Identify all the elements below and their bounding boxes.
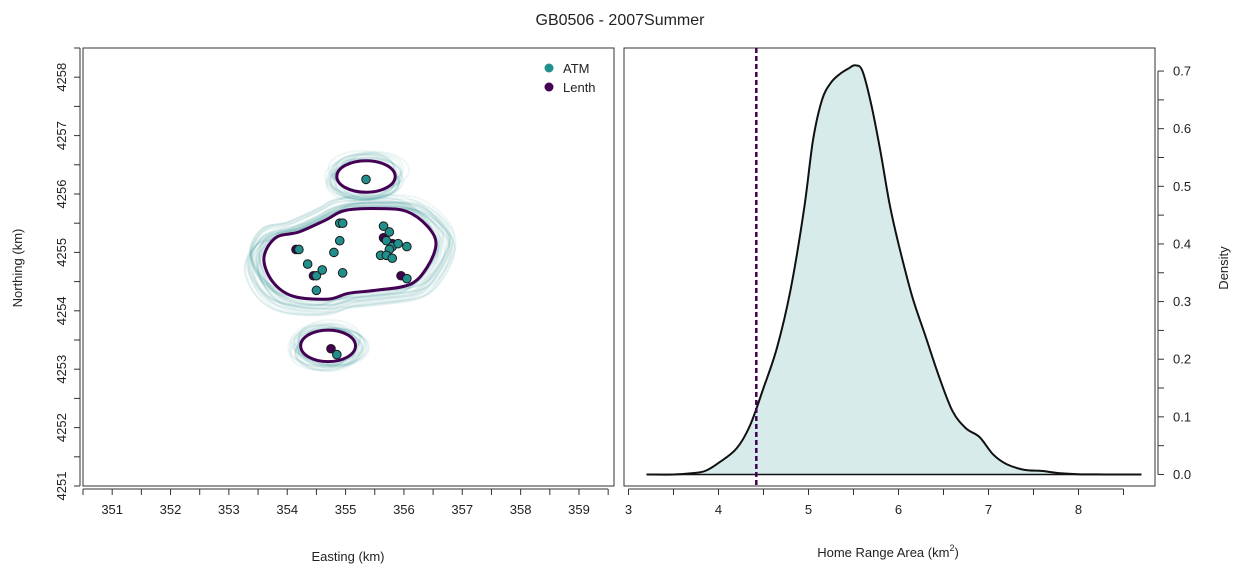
ensemble-contour — [255, 204, 440, 303]
atm-point — [361, 174, 371, 185]
density-x-tick-label: 3 — [625, 502, 632, 517]
atm-point — [378, 221, 389, 231]
legend-lenth-marker — [544, 82, 554, 92]
map-x-tick-label: 359 — [568, 502, 590, 517]
density-x-axis: 3 4 5 6 7 8 — [625, 488, 1124, 517]
ensemble-contour — [259, 200, 457, 306]
atm-point — [311, 270, 322, 281]
density-panel: 3 4 5 6 7 8 0.0 0.1 0.2 0.3 0.4 0.5 0.6 0.7 Home Ran… — [623, 47, 1231, 560]
map-y-tick-label: 4251 — [54, 472, 69, 501]
density-area — [646, 65, 1142, 475]
density-curve — [646, 64, 1142, 476]
map-x-tick-label: 356 — [393, 502, 415, 517]
atm-point — [334, 235, 345, 246]
atm-point — [317, 265, 328, 275]
map-x-tick-label: 352 — [160, 502, 182, 517]
atm-point — [294, 244, 304, 255]
map-legend: ATM Lenth — [544, 61, 596, 95]
atm-point — [311, 285, 322, 296]
density-y-axis-label: Density — [1216, 246, 1231, 290]
atm-point — [393, 238, 403, 249]
atm-point — [302, 259, 313, 269]
map-y-tick-label: 4255 — [54, 238, 69, 267]
density-x-axis-label: Home Range Area (km2) — [817, 543, 959, 560]
lenth-point — [326, 343, 336, 354]
atm-point — [384, 227, 395, 237]
ensemble-contour — [250, 193, 455, 303]
density-y-tick-label: 0.6 — [1173, 121, 1191, 136]
density-y-tick-label: 0.1 — [1173, 409, 1191, 424]
density-y-tick-label: 0.5 — [1173, 179, 1191, 194]
legend-lenth-label: Lenth — [563, 80, 596, 95]
map-x-tick-label: 351 — [101, 502, 123, 517]
atm-point — [402, 241, 412, 252]
density-y-tick-label: 0.3 — [1173, 294, 1191, 309]
map-x-tick-label: 353 — [218, 502, 240, 517]
map-x-tick-label: 355 — [335, 502, 357, 517]
atm-point — [337, 268, 348, 278]
density-x-tick-label: 7 — [985, 502, 992, 517]
atm-point — [387, 253, 398, 264]
density-y-axis: 0.0 0.1 0.2 0.3 0.4 0.5 0.6 0.7 — [1157, 64, 1191, 482]
map-x-tick-label: 357 — [451, 502, 473, 517]
map-y-tick-label: 4252 — [54, 413, 69, 442]
ensemble-contour — [246, 208, 440, 311]
map-x-tick-label: 354 — [276, 502, 298, 517]
map-x-axis-label: Easting (km) — [312, 549, 385, 564]
density-x-tick-label: 5 — [805, 502, 812, 517]
map-y-axis: 4251 4252 4253 4254 4255 4256 4257 4258 — [54, 47, 81, 501]
density-y-tick-label: 0.2 — [1173, 352, 1191, 367]
map-y-tick-label: 4253 — [54, 355, 69, 384]
density-x-tick-label: 6 — [895, 502, 902, 517]
home-range-map-panel: 351 352 353 354 355 356 357 358 359 4251 4252 4253… — [10, 47, 615, 564]
map-y-tick-label: 4258 — [54, 63, 69, 92]
ensemble-contour — [257, 202, 454, 307]
density-y-tick-label: 0.4 — [1173, 236, 1191, 251]
ensemble-contour — [249, 201, 452, 310]
map-x-tick-label: 358 — [510, 502, 532, 517]
atm-point — [332, 349, 342, 360]
map-y-tick-label: 4254 — [54, 296, 69, 325]
atm-point — [402, 273, 412, 284]
map-y-tick-label: 4257 — [54, 121, 69, 150]
density-x-tick-label: 4 — [715, 502, 722, 517]
density-y-tick-label: 0.7 — [1173, 64, 1191, 79]
map-y-axis-label: Northing (km) — [10, 229, 25, 308]
atm-point — [381, 235, 392, 246]
legend-atm-label: ATM — [563, 61, 589, 76]
atm-point — [337, 218, 348, 228]
density-x-tick-label: 8 — [1075, 502, 1082, 517]
atm-point — [329, 247, 339, 258]
density-y-tick-label: 0.0 — [1173, 467, 1191, 482]
map-y-tick-label: 4256 — [54, 180, 69, 209]
map-x-axis: 351 352 353 354 355 356 357 358 359 — [82, 488, 609, 517]
chart-title: GB0506 - 2007Summer — [536, 12, 706, 29]
location-points — [291, 174, 412, 360]
legend-atm-marker — [544, 63, 554, 73]
